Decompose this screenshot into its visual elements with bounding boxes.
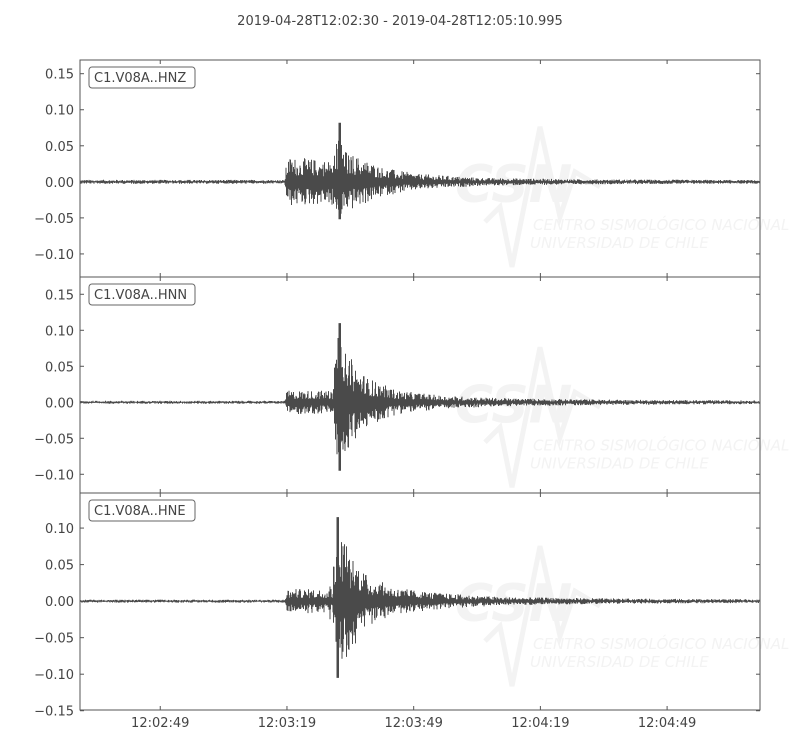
y-tick-label: −0.10: [34, 668, 74, 683]
chart-title: 2019-04-28T12:02:30 - 2019-04-28T12:05:1…: [237, 14, 563, 29]
y-tick-label: 0.05: [45, 360, 74, 375]
y-tick-label: 0.10: [45, 324, 74, 339]
y-tick-label: −0.15: [34, 705, 74, 720]
watermark-line1: CENTRO SISMOLÓGICO NACIONAL: [533, 215, 789, 234]
y-tick-label: −0.10: [34, 248, 74, 263]
trace-label: C1.V08A..HNN: [94, 288, 187, 303]
trace-label-box: [88, 283, 196, 306]
trace-label-box: [88, 66, 196, 89]
y-tick-label: 0.00: [45, 595, 74, 610]
y-tick-label: 0.15: [45, 68, 74, 83]
x-tick-label: 12:02:49: [131, 716, 189, 731]
y-tick-label: 0.15: [45, 288, 74, 303]
x-tick-label: 12:03:49: [384, 716, 442, 731]
y-tick-label: 0.10: [45, 522, 74, 537]
y-tick-label: 0.10: [45, 104, 74, 119]
y-tick-label: 0.00: [45, 176, 74, 191]
watermark-wave: [483, 346, 602, 488]
trace-label-box: [88, 499, 196, 522]
y-tick-label: −0.05: [34, 432, 74, 447]
x-tick-label: 12:03:19: [258, 716, 316, 731]
x-tick-label: 12:04:19: [511, 716, 569, 731]
y-tick-label: −0.10: [34, 468, 74, 483]
watermark-line2: UNIVERSIDAD DE CHILE: [530, 234, 709, 252]
trace-label: C1.V08A..HNZ: [94, 71, 186, 86]
y-tick-label: 0.05: [45, 140, 74, 155]
y-tick-label: −0.05: [34, 632, 74, 647]
watermark-line1: CENTRO SISMOLÓGICO NACIONAL: [533, 435, 789, 454]
watermark-wave: [483, 126, 602, 268]
watermark-line1: CENTRO SISMOLÓGICO NACIONAL: [533, 634, 789, 653]
y-tick-label: −0.05: [34, 212, 74, 227]
x-tick-label: 12:04:49: [638, 716, 696, 731]
watermark-line2: UNIVERSIDAD DE CHILE: [530, 454, 709, 472]
watermark-wave: [483, 545, 602, 687]
trace-label: C1.V08A..HNE: [94, 504, 186, 519]
y-tick-label: 0.00: [45, 396, 74, 411]
watermark-line2: UNIVERSIDAD DE CHILE: [530, 653, 709, 671]
waveform-trace: [79, 122, 760, 220]
y-tick-label: 0.05: [45, 559, 74, 574]
